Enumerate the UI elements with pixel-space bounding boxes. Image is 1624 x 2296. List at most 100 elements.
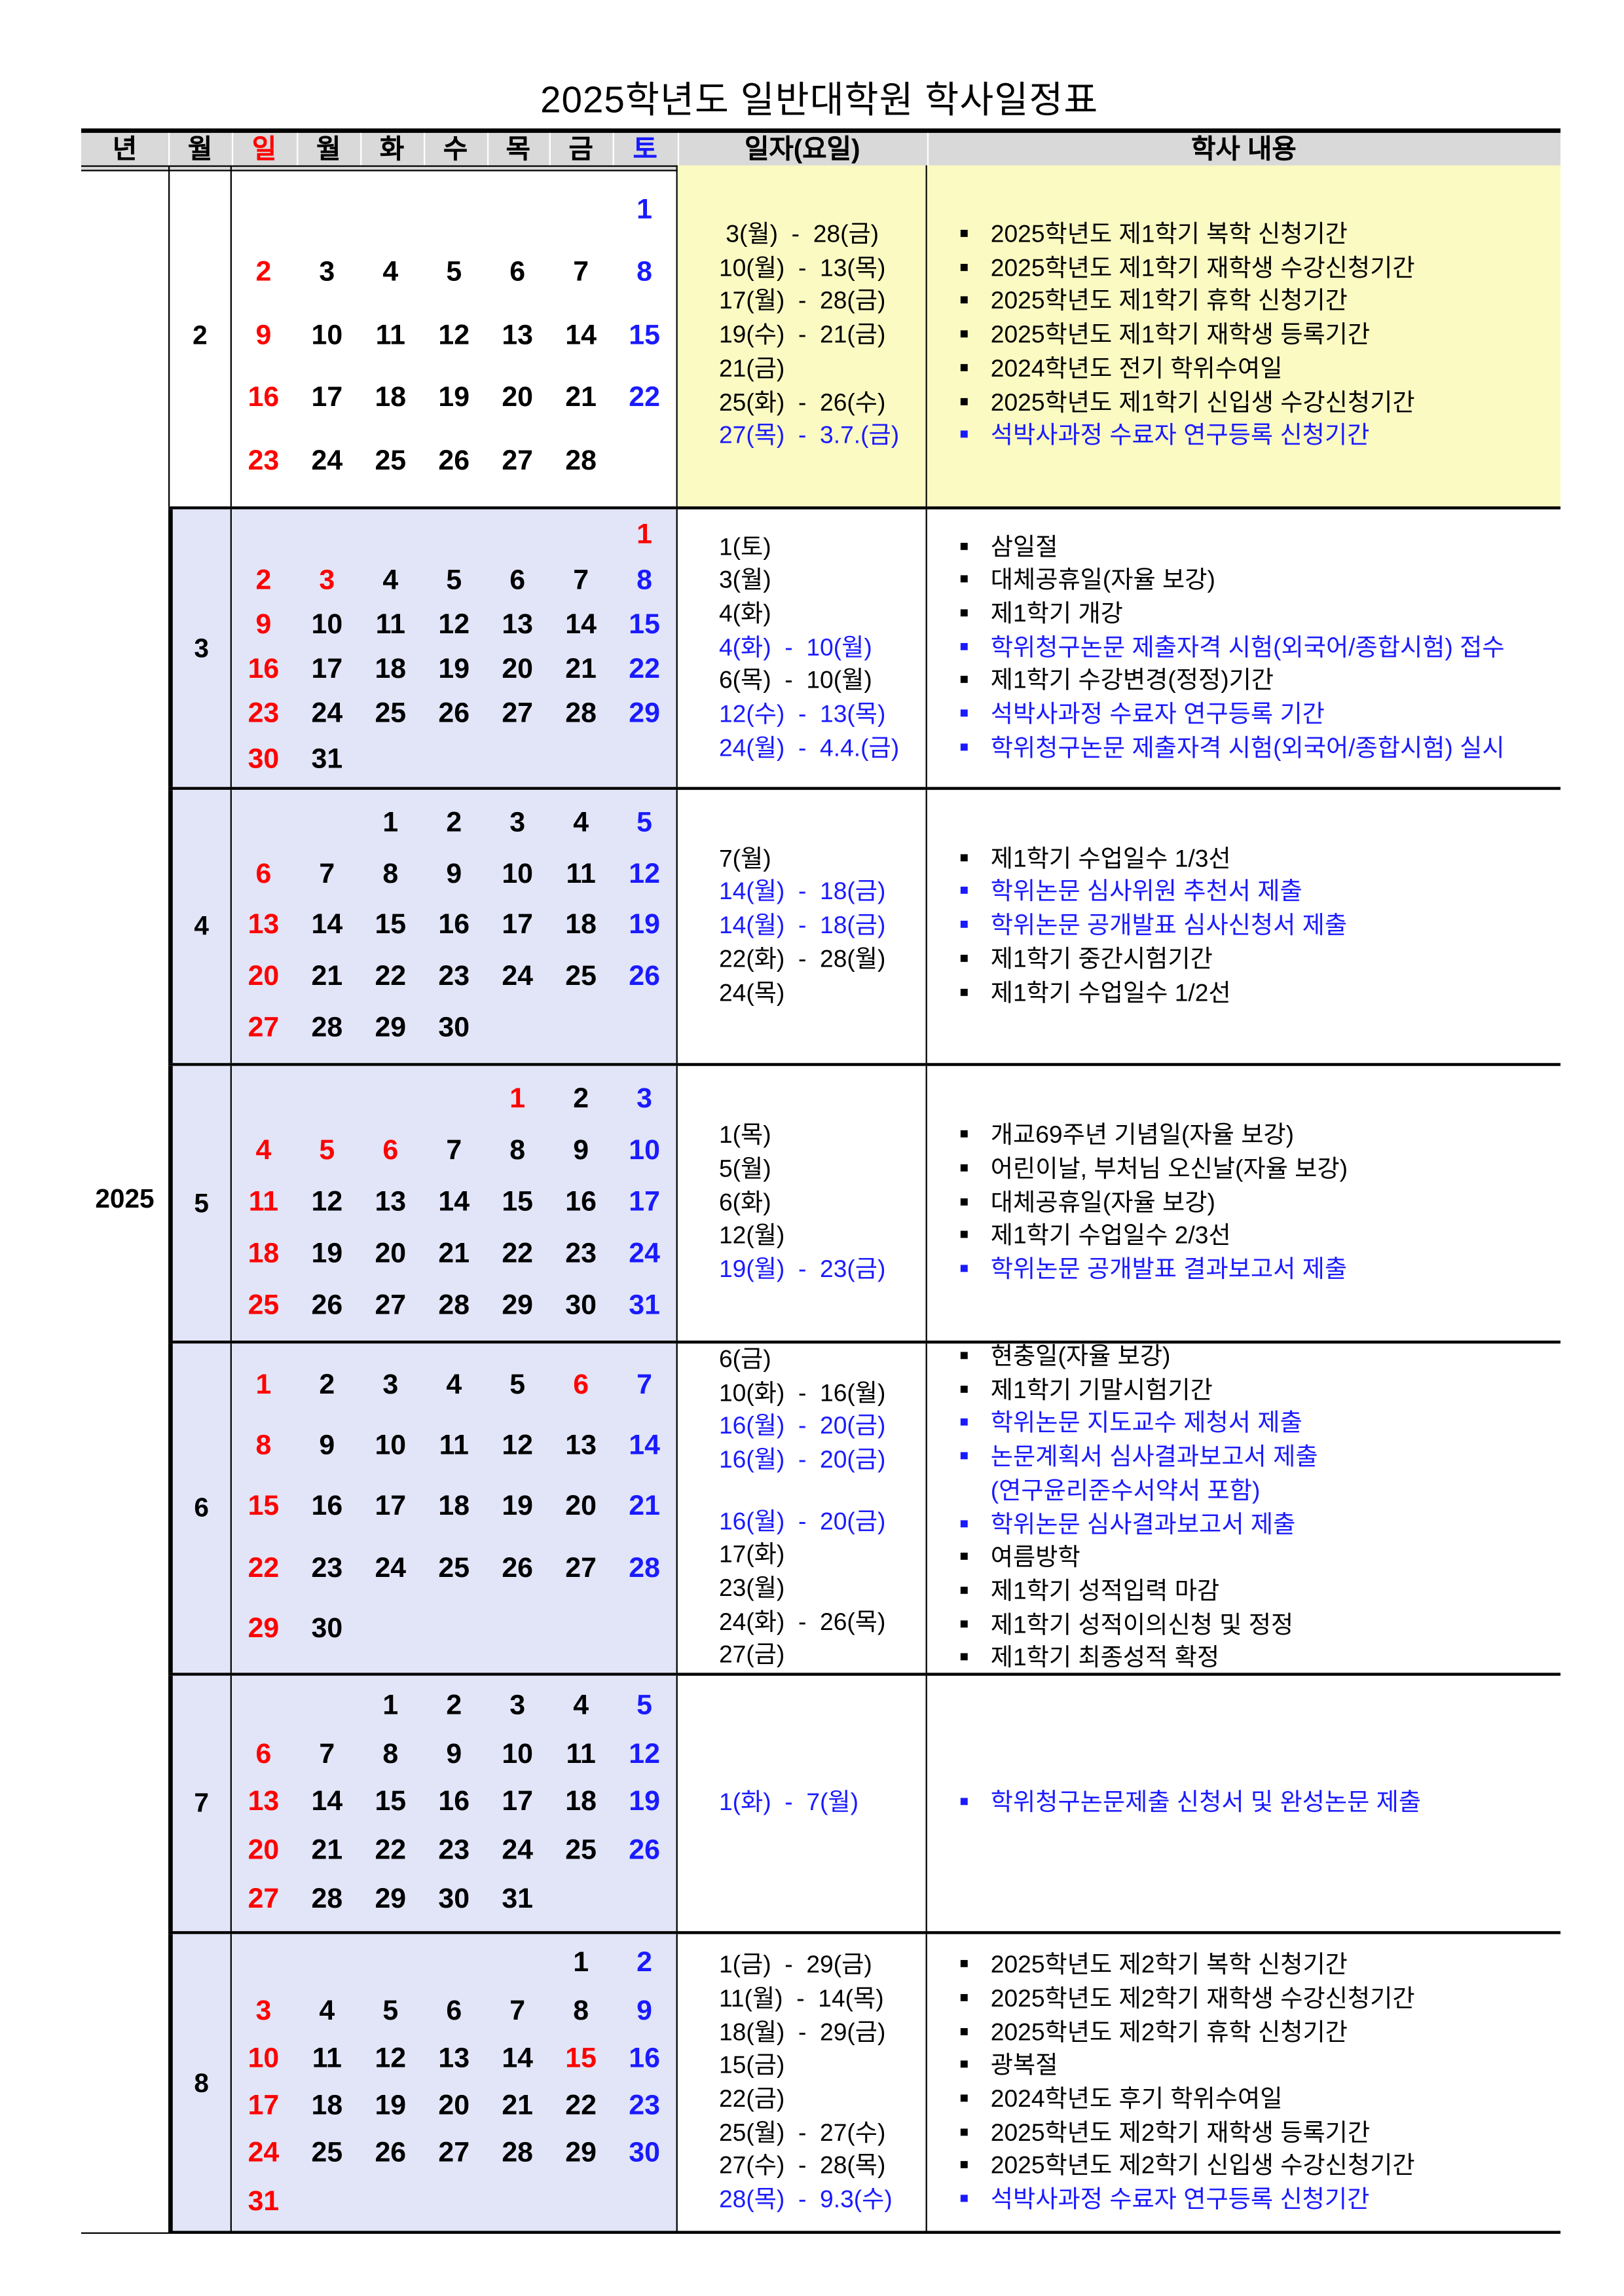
event-item: ■ 석박사과정 수료자 연구등록 신청기간 [959,420,1560,453]
event-text: 학위청구논문 제출자격 시험(외국어/종합시험) 접수 [990,634,1505,661]
calendar-day: 18 [565,910,597,942]
event-item: ■ 대체공휴일(자율 보강) [959,565,1560,598]
calendar-day: 1 [637,520,652,551]
event-item: ■ 제1학기 수강변경(정정)기간 [959,665,1560,698]
month-label: 3 [168,509,232,787]
calendar-day: 15 [629,320,660,351]
bullet-icon: ■ [959,672,969,689]
event-text: (연구윤리준수서약서 포함) [990,1477,1261,1504]
header-year: 년 [81,132,170,166]
calendar-day: 14 [311,910,343,942]
calendar-day [295,2185,359,2220]
calendar-day: 18 [375,382,407,414]
event-item: ■ 제1학기 최종성적 확정 [959,1642,1560,1676]
bullet-icon: ■ [959,572,969,588]
event-item: ■ 학위청구논문 제출자격 시험(외국어/종합시험) 실시 [959,732,1560,766]
calendar-day: 21 [629,1492,660,1523]
calendar-day: 7 [509,1995,526,2027]
calendar-day: 5 [446,565,462,596]
calendar-day: 31 [502,1884,534,1916]
calendar-week: 27 28 29 30 [232,1012,676,1047]
event-text: 제1학기 수업일수 2/3선 [990,1223,1231,1250]
calendar-day: 17 [502,1787,534,1819]
calendar-day [232,1946,295,1982]
calendar-day: 13 [502,320,534,351]
event-text: 2025학년도 제1학기 휴학 신청기간 [990,288,1348,316]
calendar-day [232,1083,295,1118]
bullet-icon: ■ [959,1194,969,1210]
calendar-day: 25 [565,1836,597,1867]
calendar-day: 6 [255,1739,272,1770]
calendar-day [295,1083,359,1118]
month-row-3: 3 1 2 3 4 5 6 7 8 9 10 11 12 13 14 15 16 17 18 19 20 21 22 23 24… [168,506,1561,787]
calendar-day: 9 [446,859,462,890]
calendar-day: 2 [255,565,272,596]
calendar-day [295,806,359,842]
event-item: ■ 2025학년도 제1학기 재학생 수강신청기간 [959,252,1560,286]
calendar-day: 14 [565,320,597,351]
month-row-8: 8 1 2 3 4 5 6 7 8 9 10 11 12 13 14 15 16 17 18 19 20 21 22 23 24… [168,1931,1561,2232]
calendar-day: 13 [248,910,280,942]
event-column: ■ 제1학기 수업일수 1/3선 ■ 학위논문 심사위원 추천서 제출 ■ 학위논문 공개… [927,790,1560,1063]
bullet-icon: ■ [959,883,969,900]
event-date: 25(월) - 27(수) [718,2119,886,2147]
calendar-day: 21 [565,654,597,686]
calendar-day [486,2185,549,2220]
calendar-day: 15 [502,1187,534,1218]
calendar-day: 9 [319,1431,335,1462]
event-item: ■ 학위청구논문제출 신청서 및 완성논문 제출 [959,1787,1560,1820]
event-text: 어린이날, 부처님 오신날(자율 보강) [990,1156,1348,1183]
calendar-day [613,2185,676,2220]
calendar-day [295,1946,359,1982]
calendar-day: 12 [629,1739,660,1770]
calendar-day: 13 [502,609,534,641]
month-calendar: 1 2 3 4 5 6 7 8 9 10 11 12 13 14 15 16 17 18 19 20 21 22 23 24 2… [231,1934,678,2232]
calendar-day: 26 [375,2138,407,2170]
calendar-week: 15 16 17 18 19 20 21 [232,1491,676,1526]
event-text: 2024학년도 전기 학위수여일 [990,355,1283,382]
calendar-day: 21 [311,961,343,993]
event-date: 6(목) - 10(월) [718,667,872,695]
calendar-week: 11 12 13 14 15 16 17 [232,1185,676,1221]
calendar-day: 11 [566,859,596,890]
event-item: ■ 학위논문 심사결과보고서 제출 [959,1508,1560,1542]
event-text: 제1학기 수업일수 1/3선 [990,845,1231,872]
calendar-week: 9 10 11 12 13 14 15 [232,608,676,644]
event-text: 2025학년도 제1학기 복학 신청기간 [990,221,1348,248]
header-date: 일자(요일) [678,132,929,166]
event-text: 석박사과정 수료자 연구등록 신청기간 [990,422,1370,449]
calendar-day [549,1883,613,1918]
event-item: ■ 석박사과정 수료자 연구등록 신청기간 [959,2184,1560,2217]
event-text: 석박사과정 수료자 연구등록 신청기간 [990,2187,1370,2213]
calendar-week: 23 24 25 26 27 28 29 [232,697,676,733]
calendar-day [359,742,422,777]
event-text: 2025학년도 제2학기 복학 신청기간 [990,1952,1348,1979]
calendar-day: 12 [375,2043,407,2075]
event-date: 12(월) [718,1223,785,1250]
calendar-day: 28 [629,1552,660,1584]
event-text: 여름방학 [990,1544,1080,1572]
calendar-week: 16 17 18 19 20 21 22 [232,653,676,688]
calendar-week: 27 28 29 30 31 [232,1883,676,1918]
event-date: 19(수) - 21(금) [718,322,886,349]
bullet-icon: ■ [959,2157,969,2174]
bullet-icon: ■ [959,259,969,276]
calendar-day: 26 [311,1290,343,1322]
calendar-day: 5 [509,1370,526,1401]
calendar-day: 17 [248,2090,280,2122]
calendar-week: 31 [232,2185,676,2220]
calendar-day: 29 [502,1290,534,1322]
bullet-icon: ■ [959,293,969,310]
calendar-day [422,2185,486,2220]
table-bottom-border [168,2231,1561,2234]
calendar-day: 19 [502,1492,534,1523]
calendar-week: 1 [232,519,676,554]
calendar-day: 8 [509,1135,526,1167]
calendar-day: 31 [311,743,343,775]
calendar-day: 6 [382,1135,399,1167]
bullet-icon: ■ [959,2057,969,2074]
event-item: ■ 2024학년도 전기 학위수여일 [959,352,1560,386]
calendar-day: 1 [509,1083,526,1115]
calendar-day: 8 [255,1431,272,1462]
calendar-day: 19 [311,1238,343,1270]
